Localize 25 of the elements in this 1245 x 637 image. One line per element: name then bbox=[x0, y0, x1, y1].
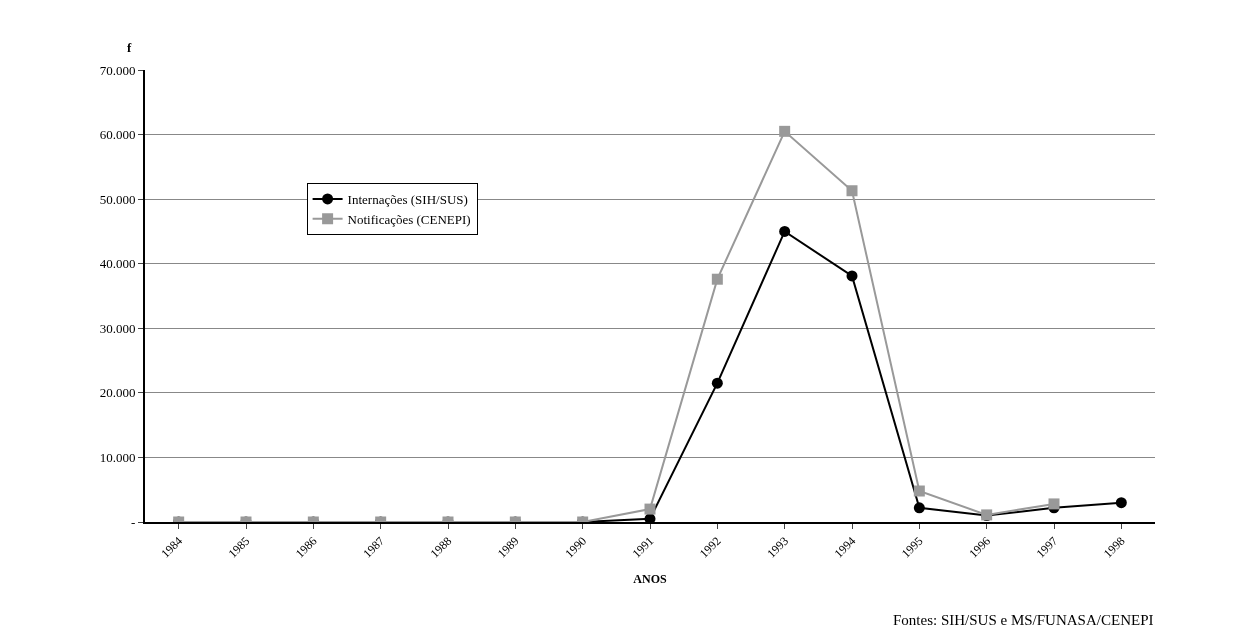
y-tick-label: 10.000 bbox=[99, 449, 136, 465]
text: Fontes: SIH/SUS e MS/FUNASA/CENEPI bbox=[893, 612, 1154, 628]
y-tick-label: 40.000 bbox=[99, 256, 136, 272]
legend-label: Internações (SIH/SUS) bbox=[347, 192, 468, 208]
y-tick-label: 60.000 bbox=[99, 127, 136, 143]
x-axis-title: ANOS bbox=[633, 572, 667, 587]
point bbox=[711, 273, 723, 285]
y-tick-label: 30.000 bbox=[99, 320, 136, 336]
y-tick-label: 70.000 bbox=[99, 62, 136, 78]
point bbox=[913, 485, 925, 497]
point bbox=[846, 185, 858, 197]
legend-label: Notificações (CENEPI) bbox=[347, 211, 471, 227]
point bbox=[1048, 498, 1060, 510]
point bbox=[779, 125, 791, 137]
point bbox=[846, 270, 858, 282]
y-tick-label: 20.000 bbox=[99, 385, 136, 401]
x-tick-label: 1991 bbox=[629, 533, 657, 561]
y-tick-label: - bbox=[131, 514, 136, 530]
point bbox=[913, 502, 925, 514]
y-axis-title: f bbox=[127, 40, 132, 55]
point bbox=[644, 503, 656, 515]
point bbox=[1115, 497, 1127, 509]
point bbox=[779, 225, 791, 237]
point bbox=[711, 377, 723, 389]
y-tick-label: 50.000 bbox=[99, 191, 136, 207]
